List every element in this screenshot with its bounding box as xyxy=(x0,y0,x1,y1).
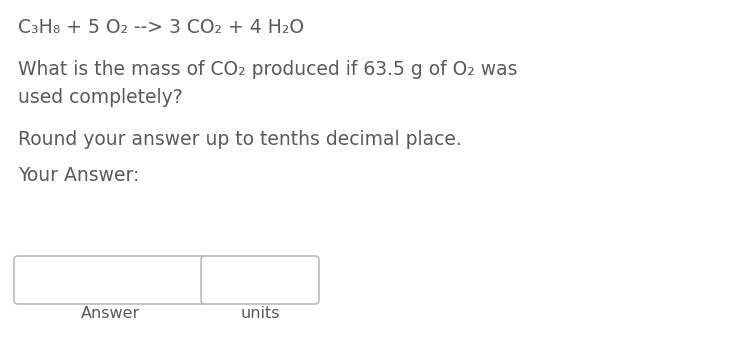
Text: Round your answer up to tenths decimal place.: Round your answer up to tenths decimal p… xyxy=(18,130,462,149)
Text: units: units xyxy=(240,306,280,321)
Text: Answer: Answer xyxy=(81,306,140,321)
FancyBboxPatch shape xyxy=(201,256,319,304)
Text: Your Answer:: Your Answer: xyxy=(18,166,140,185)
Text: What is the mass of CO₂ produced if 63.5 g of O₂ was: What is the mass of CO₂ produced if 63.5… xyxy=(18,60,518,79)
FancyBboxPatch shape xyxy=(14,256,207,304)
Text: C₃H₈ + 5 O₂ --> 3 CO₂ + 4 H₂O: C₃H₈ + 5 O₂ --> 3 CO₂ + 4 H₂O xyxy=(18,18,304,37)
Text: used completely?: used completely? xyxy=(18,88,183,107)
